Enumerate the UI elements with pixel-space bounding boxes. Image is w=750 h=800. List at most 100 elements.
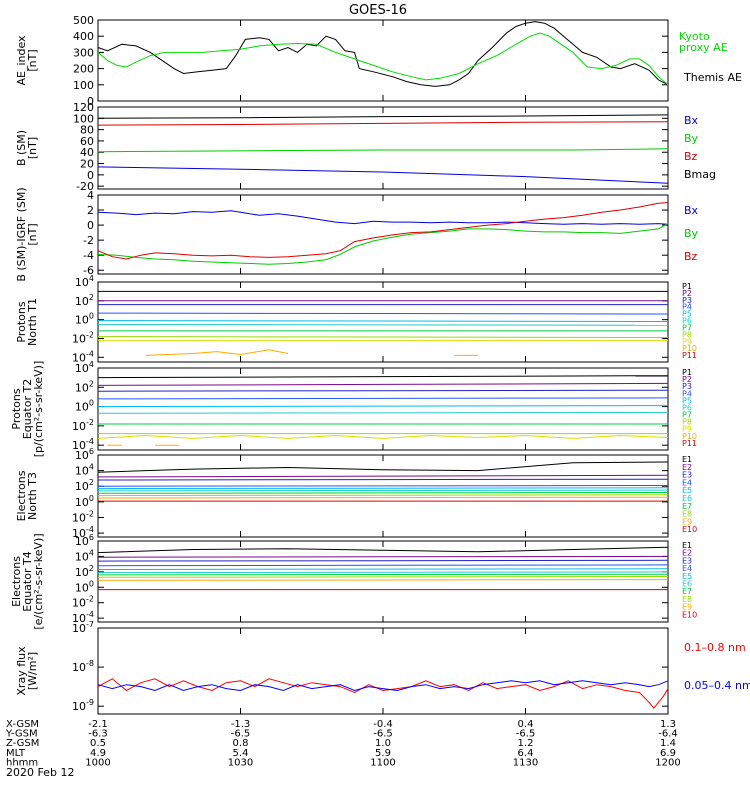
axis-row-value: -0.4 (373, 719, 393, 730)
panel-frame (97, 194, 669, 275)
series-p6 (97, 411, 669, 414)
legend-entry: E2 (682, 463, 692, 472)
legend-entry: E9 (682, 517, 692, 526)
series-e3 (97, 559, 669, 562)
axis-row-label: MLT (6, 748, 26, 759)
y-axis-label: B (SM)-IGRF (SM)[nT] (15, 187, 39, 281)
y-tick-label: 10-8 (72, 659, 94, 674)
legend-entry: E8 (682, 595, 692, 604)
series-p4 (97, 312, 669, 315)
series-e7 (97, 492, 669, 494)
legend-entry: Bx (684, 204, 699, 217)
y-tick-label: -6 (83, 264, 94, 277)
series-bx (97, 166, 669, 184)
axis-row-value: -6.3 (88, 729, 108, 740)
y-tick-label: 10-2 (72, 509, 94, 524)
legend-entry: E4 (682, 478, 692, 487)
axis-row-value: 0.8 (233, 738, 249, 749)
legend: 0.1–0.8 nm 0.05–0.4 nm (684, 641, 750, 692)
y-tick-label: 100 (75, 399, 94, 414)
y-tick-label: 106 (75, 447, 94, 462)
series-bmag (97, 114, 669, 119)
legend-entry: E7 (682, 587, 692, 596)
series-e4 (97, 485, 669, 487)
legend-entry: E5 (682, 486, 692, 495)
legend-entry: P10 (682, 432, 697, 441)
axis-row-value: 6.9 (660, 748, 676, 759)
axis-row-value: 0.5 (90, 738, 106, 749)
y-axis-label: ProtonsEquator T2[p/(cm²-s-sr-keV)] (10, 361, 45, 458)
series-p9 (97, 434, 669, 439)
axis-row-value: 1.0 (375, 738, 391, 749)
y-tick-label: 0 (87, 169, 94, 182)
axis-row-value: 1130 (513, 757, 538, 768)
orbit-time-axis: X-GSM -2.1 -1.3 -0.4 0.4 1.3 Y-GSM -6.3 -6.5 -6.5… (5, 719, 681, 768)
series-p8 (97, 336, 669, 338)
legend-entry: proxy AE (679, 41, 728, 54)
legend-entry: P4 (682, 303, 692, 312)
axis-row-value: 1200 (655, 757, 680, 768)
axis-row-value: 1.3 (660, 719, 676, 730)
series-e6 (97, 571, 669, 574)
legend-entry: E7 (682, 502, 692, 511)
legend-entry: Bz (684, 150, 698, 163)
legend-entry: By (684, 132, 699, 145)
y-axis-label: ElectronsEquator T4[e/(cm²-s-sr-keV)] (10, 533, 45, 629)
series-e1 (97, 546, 669, 554)
series-p1 (97, 375, 669, 379)
y-tick-label: 10-2 (72, 418, 94, 433)
axis-row-value: 4.9 (90, 748, 106, 759)
y-tick-label: 104 (75, 274, 94, 289)
legend-entry: P6 (682, 403, 692, 412)
y-tick-label: 10-2 (72, 595, 94, 610)
axis-row-value: 6.4 (518, 748, 534, 759)
y-axis-label: AE_index[nT] (15, 35, 39, 86)
series-p3 (97, 389, 669, 392)
y-axis-label: B (SM)[nT] (15, 130, 39, 166)
series-e9 (97, 579, 669, 581)
axis-row-value: -6.5 (516, 729, 536, 740)
y-tick-label: 300 (73, 46, 94, 59)
series-by (97, 223, 669, 265)
legend-entry: P4 (682, 389, 692, 398)
y-tick-label: -4 (83, 249, 94, 262)
axis-row-value: 0.4 (518, 719, 534, 730)
axis-row-value: -1.3 (231, 719, 251, 730)
series-p4 (97, 397, 669, 400)
y-tick-label: 500 (73, 14, 94, 27)
legend: Bx By Bz (684, 204, 699, 263)
series-p10 (145, 349, 289, 356)
y-tick-label: -20 (76, 180, 94, 193)
legend-entry: P5 (682, 310, 692, 319)
y-tick-label: 40 (80, 146, 94, 159)
axis-row-value: 5.9 (375, 748, 391, 759)
series-0-1-0-8-nm (97, 678, 669, 709)
panel-frame (97, 281, 669, 363)
series-by (97, 148, 669, 153)
legend-entry: P2 (682, 289, 692, 298)
y-tick-label: 106 (75, 533, 94, 548)
axis-row-label: Y-GSM (5, 729, 38, 740)
legend-entry: 0.1–0.8 nm (684, 641, 746, 654)
legend-entry: P9 (682, 425, 692, 434)
series-e4 (97, 564, 669, 567)
series-e7 (97, 573, 669, 576)
y-tick-label: 400 (73, 30, 94, 43)
series-e5 (97, 487, 669, 490)
series-themis-ae (97, 21, 669, 87)
series-p5 (97, 405, 669, 408)
y-tick-label: 4 (87, 189, 94, 202)
legend-entry: E3 (682, 471, 692, 480)
y-tick-label: 80 (80, 124, 94, 137)
y-tick-label: 100 (73, 79, 94, 92)
y-tick-label: -2 (83, 234, 94, 247)
legend-entry: E5 (682, 572, 692, 581)
